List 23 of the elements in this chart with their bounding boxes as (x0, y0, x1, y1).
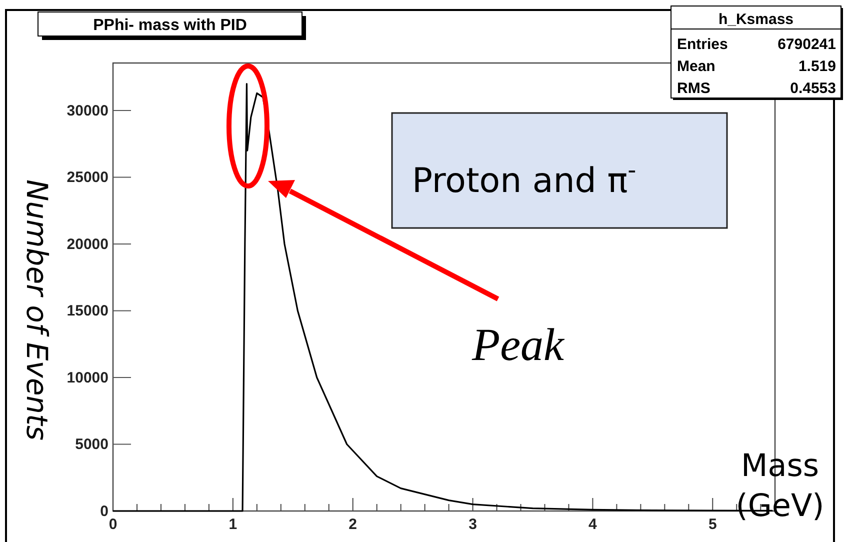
text: 6790241 (778, 36, 836, 53)
y-tick-label: 10000 (66, 369, 108, 386)
annotation: Mean (677, 58, 716, 75)
annotation: Peak (471, 319, 566, 370)
chart-title: PPhi- mass with PID (93, 17, 247, 34)
y-tick-label: 15000 (66, 302, 108, 320)
y-axis-title: Number of Events (20, 179, 54, 441)
y-tick-label: 5000 (75, 436, 108, 454)
annotation: RMS (677, 80, 710, 97)
y-tick-label: 25000 (66, 169, 108, 186)
x-tick-label: 4 (588, 516, 598, 533)
text: 1.519 (798, 58, 836, 75)
y-tick-label: 0 (100, 502, 108, 520)
x-tick-label: 3 (468, 516, 477, 533)
text: h_Ksmass (718, 11, 794, 28)
x-tick-label: 5 (708, 516, 717, 533)
y-tick-label: 20000 (66, 236, 108, 253)
x-tick-label: 1 (228, 516, 238, 533)
x-tick-label: 2 (348, 516, 358, 533)
annotation: Proton and π$^{-}$ (412, 156, 636, 201)
text: Entries (677, 36, 728, 53)
text: 0.4553 (790, 80, 836, 97)
y-tick-label: 30000 (66, 102, 108, 120)
